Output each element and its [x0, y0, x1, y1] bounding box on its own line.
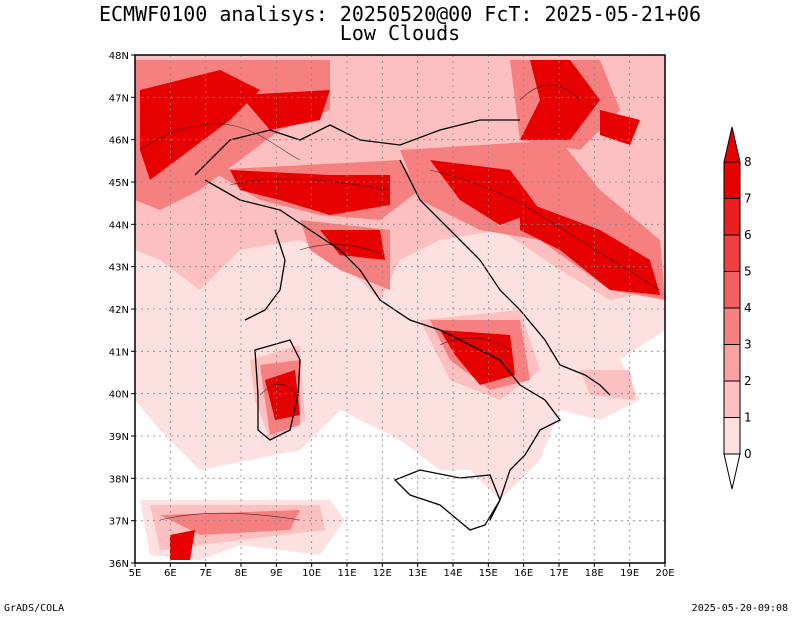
x-tick-label: 14E	[443, 568, 462, 579]
map-subtitle: Low Clouds	[339, 21, 461, 45]
y-tick-label: 44N	[109, 220, 129, 231]
footer-timestamp: 2025-05-20-09:08	[691, 603, 788, 614]
y-axis: 36N 37N 38N 39N 40N 41N 42N 43N 44N 45N 46N 47N 48N	[109, 51, 135, 570]
colorbar-label: 0	[744, 447, 752, 461]
x-tick-label: 18E	[585, 568, 604, 579]
y-tick-label: 42N	[109, 305, 129, 316]
x-tick-label: 20E	[655, 568, 674, 579]
colorbar-swatch	[723, 161, 741, 199]
colorbar-label: 3	[744, 338, 752, 352]
colorbar-swatch	[723, 307, 741, 345]
colorbar-label: 1	[744, 411, 752, 425]
colorbar-label: 4	[744, 301, 752, 315]
footer-credit: GrADS/COLA	[4, 603, 65, 614]
y-tick-label: 45N	[109, 178, 129, 189]
y-tick-label: 36N	[109, 559, 129, 570]
colorbar-label: 5	[744, 265, 752, 279]
colorbar-label: 7	[744, 192, 752, 206]
colorbar-swatch	[723, 417, 741, 455]
x-tick-label: 16E	[514, 568, 533, 579]
x-tick-label: 7E	[199, 568, 212, 579]
x-tick-label: 15E	[479, 568, 498, 579]
y-tick-label: 48N	[109, 51, 129, 62]
colorbar-swatch	[723, 198, 741, 236]
y-tick-label: 37N	[109, 517, 129, 528]
coastlines	[194, 119, 611, 531]
x-tick-label: 11E	[337, 568, 356, 579]
colorbar-label: 2	[744, 374, 752, 388]
grid-lines	[135, 55, 665, 563]
y-tick-label: 47N	[109, 93, 129, 104]
colorbar-max-arrow	[723, 126, 741, 163]
map-title: ECMWF0100 analisys: 20250520@00 FcT: 202…	[98, 2, 702, 26]
contour-lines	[139, 84, 661, 521]
map-plot-area	[135, 55, 665, 563]
colorbar-label: 6	[744, 228, 752, 242]
x-tick-label: 19E	[620, 568, 639, 579]
x-tick-label: 9E	[270, 568, 283, 579]
colorbar-swatch	[723, 234, 741, 272]
x-tick-label: 10E	[302, 568, 321, 579]
x-axis: 5E 6E 7E 8E 9E 10E 11E 12E 13E 14E 15E 16E 17E 18E 19E…	[129, 563, 675, 579]
y-tick-label: 38N	[109, 474, 129, 485]
y-tick-label: 40N	[109, 390, 129, 401]
colorbar-swatch	[723, 344, 741, 382]
colorbar-label: 8	[744, 155, 752, 169]
colorbar-swatch	[723, 271, 741, 309]
y-tick-label: 46N	[109, 136, 129, 147]
x-tick-label: 12E	[373, 568, 392, 579]
y-tick-label: 43N	[109, 263, 129, 274]
colorbar-min-arrow	[723, 453, 741, 490]
colorbar-swatch	[723, 380, 741, 418]
x-tick-label: 13E	[408, 568, 427, 579]
x-tick-label: 5E	[129, 568, 142, 579]
colorbar-legend: 0 1 2 3 4 5 6 7 8	[723, 126, 752, 490]
x-tick-label: 8E	[235, 568, 248, 579]
y-tick-label: 39N	[109, 432, 129, 443]
x-tick-label: 6E	[164, 568, 177, 579]
y-tick-label: 41N	[109, 347, 129, 358]
x-tick-label: 17E	[549, 568, 568, 579]
